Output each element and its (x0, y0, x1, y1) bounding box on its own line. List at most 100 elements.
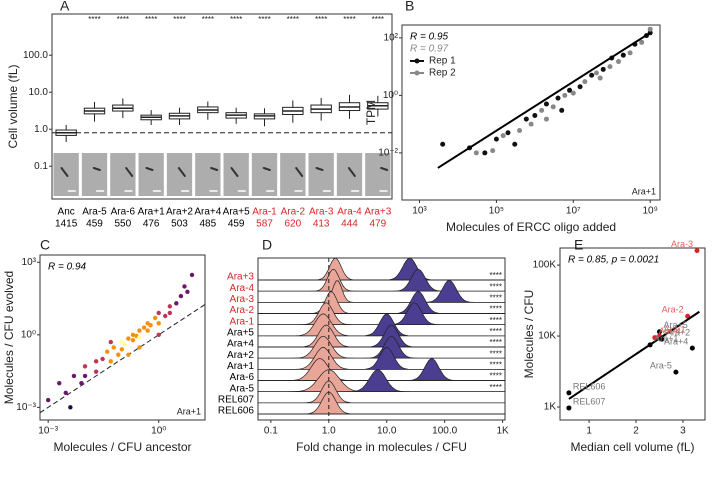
x-tick-label: 10⁵ (489, 206, 504, 217)
x-tick-label: 10⁰ (151, 426, 166, 437)
micrograph (195, 153, 221, 196)
point (93, 359, 99, 364)
point (582, 79, 588, 85)
identity-line (39, 304, 206, 414)
point (141, 325, 147, 330)
significance: **** (490, 293, 502, 302)
category-label: Ara+3 (364, 207, 391, 218)
point (616, 59, 622, 65)
category-label: Ara+2 (166, 207, 193, 218)
y-tick-label: 100K (533, 260, 557, 271)
point (490, 148, 496, 154)
micrograph (336, 153, 363, 196)
density-ridge (258, 257, 505, 281)
y-tick-label: 100.0 (23, 50, 48, 61)
category-label: Ara+1 (138, 207, 165, 218)
annotation: R = 0.94 (48, 262, 87, 273)
x-axis-label: Molecules of ERCC oligo added (446, 220, 616, 234)
cell (125, 167, 134, 177)
cell (60, 167, 69, 177)
x-tick-label: 1.0 (322, 426, 336, 437)
point (126, 352, 131, 357)
legend-label: Rep 1 (429, 56, 456, 67)
x-axis-label: Molecules / CFU ancestor (53, 440, 191, 454)
point (182, 284, 187, 289)
significance: **** (490, 372, 502, 381)
count-label: 587 (256, 219, 273, 230)
row-label: Ara-4 (230, 283, 255, 294)
point (116, 352, 121, 357)
significance: **** (490, 338, 502, 347)
significance: **** (258, 15, 270, 24)
point (570, 90, 576, 96)
row-label: Ara+2 (227, 350, 254, 361)
point (130, 332, 136, 338)
point-label: Ara-4 (659, 326, 681, 336)
plot-frame (401, 24, 661, 201)
legend-label: Rep 2 (429, 68, 456, 79)
point (543, 116, 549, 122)
cell (262, 167, 271, 171)
x-tick-label: 10³ (412, 206, 427, 217)
count-label: 620 (284, 219, 301, 230)
micrograph (251, 153, 278, 196)
point (647, 26, 653, 32)
point (532, 112, 538, 118)
significance: **** (490, 271, 502, 280)
point (137, 345, 142, 350)
panel-label: D (262, 237, 272, 253)
cell (145, 167, 154, 171)
category-label: Ara+4 (194, 207, 221, 218)
significance: **** (173, 15, 185, 24)
panel-label: E (574, 237, 583, 253)
category-label: Ara+5 (223, 207, 250, 218)
point (685, 313, 691, 319)
point (108, 339, 113, 345)
significance: **** (490, 305, 502, 314)
point (473, 150, 479, 156)
panel-label: A (60, 0, 70, 14)
point-label: REL607 (573, 396, 606, 406)
point (607, 64, 613, 70)
point (482, 150, 488, 156)
point (627, 50, 633, 56)
category-label: Ara-4 (337, 207, 362, 218)
cell (380, 167, 389, 171)
point (673, 369, 679, 375)
micrograph (138, 153, 164, 196)
point (566, 390, 572, 396)
category-label: Ara-5 (82, 207, 107, 218)
row-label: Ara+4 (227, 339, 254, 350)
y-axis-label: Cell volume (fL) (6, 64, 20, 148)
point (620, 52, 626, 58)
point-label: Ara-1 (663, 324, 685, 334)
point (93, 369, 99, 374)
point (689, 345, 695, 351)
x-tick-label: 1K (496, 426, 509, 437)
category-label: Ara-1 (252, 207, 277, 218)
point (555, 95, 561, 101)
cell (92, 167, 101, 171)
point (145, 328, 150, 333)
count-label: 459 (228, 219, 245, 230)
significance: **** (372, 15, 384, 24)
density-ridge (257, 280, 506, 303)
point (600, 66, 606, 72)
significance: **** (343, 15, 355, 24)
y-tick-label: 10³ (22, 257, 37, 268)
legend-marker (414, 58, 420, 64)
point (178, 293, 184, 299)
point (82, 373, 88, 379)
point (567, 87, 573, 93)
point-label: Ara-5 (650, 361, 672, 371)
cell (210, 167, 219, 171)
annotation: R = 0.95 (410, 32, 449, 43)
point-label: Ara+5 (663, 320, 687, 330)
point (137, 334, 142, 340)
plot-frame (39, 254, 206, 421)
point (108, 359, 113, 364)
count-label: 413 (313, 219, 330, 230)
x-axis-label: Fold change in molecules / CFU (296, 440, 467, 454)
point (68, 405, 73, 410)
point (156, 310, 161, 316)
